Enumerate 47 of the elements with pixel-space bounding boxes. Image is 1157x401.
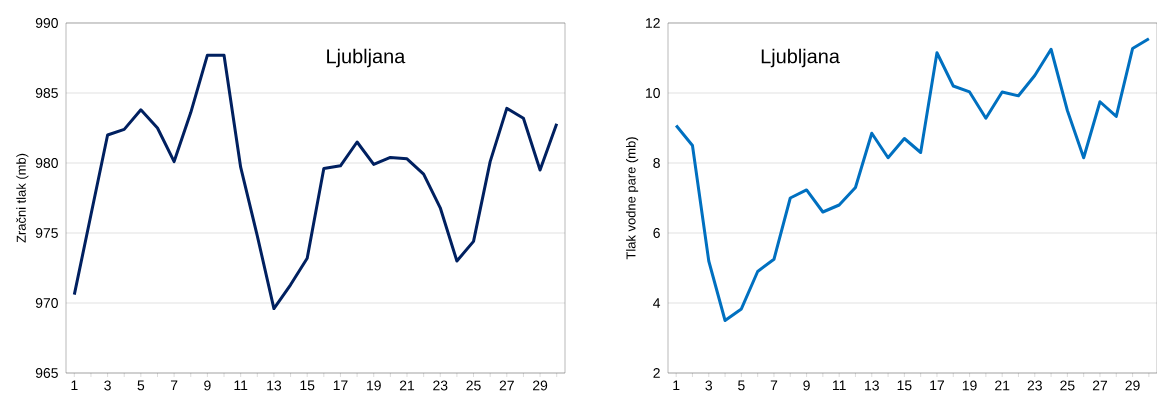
text: Ljubljana xyxy=(327,48,406,68)
x-tick-label: 15 xyxy=(300,380,315,391)
x-tick-label: 23 xyxy=(1027,380,1042,391)
x-tick-label: 25 xyxy=(1060,380,1075,391)
y-tick-label: 975 xyxy=(35,228,58,238)
y-tick-label: 12 xyxy=(646,18,660,28)
y-tick-label: 965 xyxy=(35,368,58,378)
x-tick-label: 13 xyxy=(865,380,879,391)
y-tick-label: 980 xyxy=(35,158,58,168)
x-tick-label: 7 xyxy=(170,380,178,391)
text: Ljubljana xyxy=(761,48,840,68)
x-tick-label: 17 xyxy=(333,380,348,391)
x-tick-label: 5 xyxy=(738,380,745,391)
x-tick-label: 1 xyxy=(673,380,680,391)
x-tick-label: 25 xyxy=(466,380,481,391)
x-tick-label: 23 xyxy=(433,380,448,391)
x-tick-label: 21 xyxy=(995,380,1010,391)
y-axis-title: Tlak vodne pare (mb) xyxy=(626,137,639,260)
y-tick-label: 985 xyxy=(35,88,58,98)
x-tick-label: 9 xyxy=(204,380,211,391)
x-tick-label: 29 xyxy=(533,380,548,391)
x-tick-label: 27 xyxy=(499,380,514,391)
y-tick-label: 990 xyxy=(35,18,58,28)
x-tick-label: 15 xyxy=(897,380,912,391)
x-tick-label: 11 xyxy=(234,380,248,391)
y-tick-label: 10 xyxy=(646,88,660,98)
x-tick-label: 1 xyxy=(71,380,78,391)
x-tick-label: 3 xyxy=(705,380,713,391)
x-tick-label: 7 xyxy=(770,380,778,391)
y-tick-label: 4 xyxy=(653,298,661,308)
line-series xyxy=(674,37,1151,322)
x-tick-label: 11 xyxy=(832,380,846,391)
x-tick-label: 29 xyxy=(1125,380,1140,391)
x-tick-label: 19 xyxy=(962,380,977,391)
y-axis-title: Zračni tlak (mb) xyxy=(16,153,29,243)
x-tick-label: 5 xyxy=(137,380,145,391)
x-tick-label: 19 xyxy=(367,380,381,391)
x-tick-label: 9 xyxy=(803,380,810,391)
y-tick-label: 8 xyxy=(653,158,660,168)
x-tick-label: 13 xyxy=(267,380,282,391)
x-tick-label: 27 xyxy=(1092,380,1108,391)
x-tick-label: 17 xyxy=(930,380,945,391)
y-tick-label: 6 xyxy=(653,228,660,238)
y-tick-label: 970 xyxy=(35,298,58,308)
y-tick-label: 2 xyxy=(653,368,660,378)
x-tick-label: 21 xyxy=(399,380,415,391)
x-tick-label: 3 xyxy=(104,380,111,391)
